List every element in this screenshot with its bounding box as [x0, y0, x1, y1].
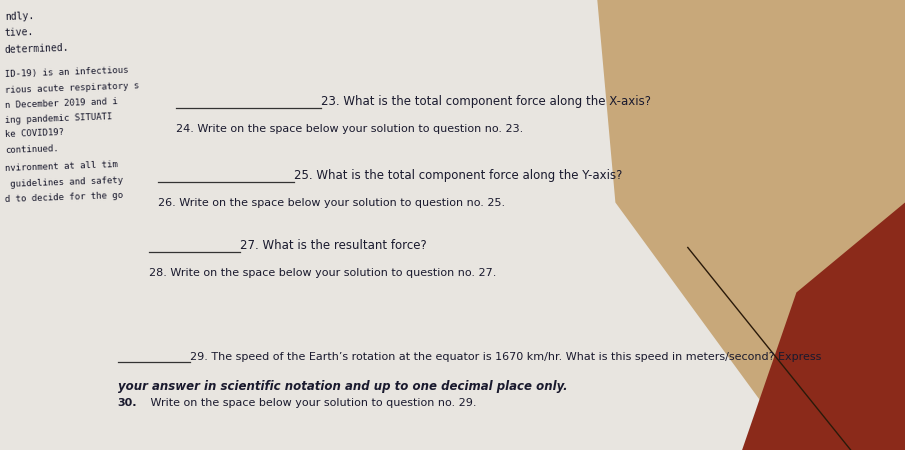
Text: 26. Write on the space below your solution to question no. 25.: 26. Write on the space below your soluti…	[158, 198, 506, 208]
Bar	[0, 0, 796, 450]
Text: 27. What is the resultant force?: 27. What is the resultant force?	[240, 239, 426, 252]
Text: 25. What is the total component force along the Y-axis?: 25. What is the total component force al…	[294, 169, 623, 182]
Text: ing pandemic SITUATI: ing pandemic SITUATI	[5, 112, 112, 125]
Text: 29. The speed of the Earth’s rotation at the equator is 1670 km/hr. What is this: 29. The speed of the Earth’s rotation at…	[190, 352, 822, 362]
Text: guidelines and safety: guidelines and safety	[5, 176, 123, 189]
Text: ke COVID19?: ke COVID19?	[5, 128, 64, 140]
Text: tive.: tive.	[5, 27, 34, 38]
Text: n December 2019 and i: n December 2019 and i	[5, 97, 118, 110]
Text: nvironment at all tim: nvironment at all tim	[5, 160, 118, 173]
Polygon shape	[742, 202, 905, 450]
Text: rious acute respiratory s: rious acute respiratory s	[5, 81, 139, 94]
Text: continued.: continued.	[5, 144, 59, 155]
Text: 24. Write on the space below your solution to question no. 23.: 24. Write on the space below your soluti…	[176, 124, 524, 134]
Text: Write on the space below your solution to question no. 29.: Write on the space below your solution t…	[147, 398, 476, 408]
Text: 28. Write on the space below your solution to question no. 27.: 28. Write on the space below your soluti…	[149, 268, 497, 278]
Text: determined.: determined.	[5, 43, 70, 55]
Text: your answer in scientific notation and up to one decimal place only.: your answer in scientific notation and u…	[118, 380, 567, 393]
Text: 30.: 30.	[118, 398, 138, 408]
Text: ndly.: ndly.	[5, 11, 34, 22]
Text: 23. What is the total component force along the X-axis?: 23. What is the total component force al…	[321, 95, 652, 108]
Text: ID-19) is an infectious: ID-19) is an infectious	[5, 65, 134, 79]
Polygon shape	[597, 0, 905, 450]
Text: d to decide for the go: d to decide for the go	[5, 191, 123, 204]
